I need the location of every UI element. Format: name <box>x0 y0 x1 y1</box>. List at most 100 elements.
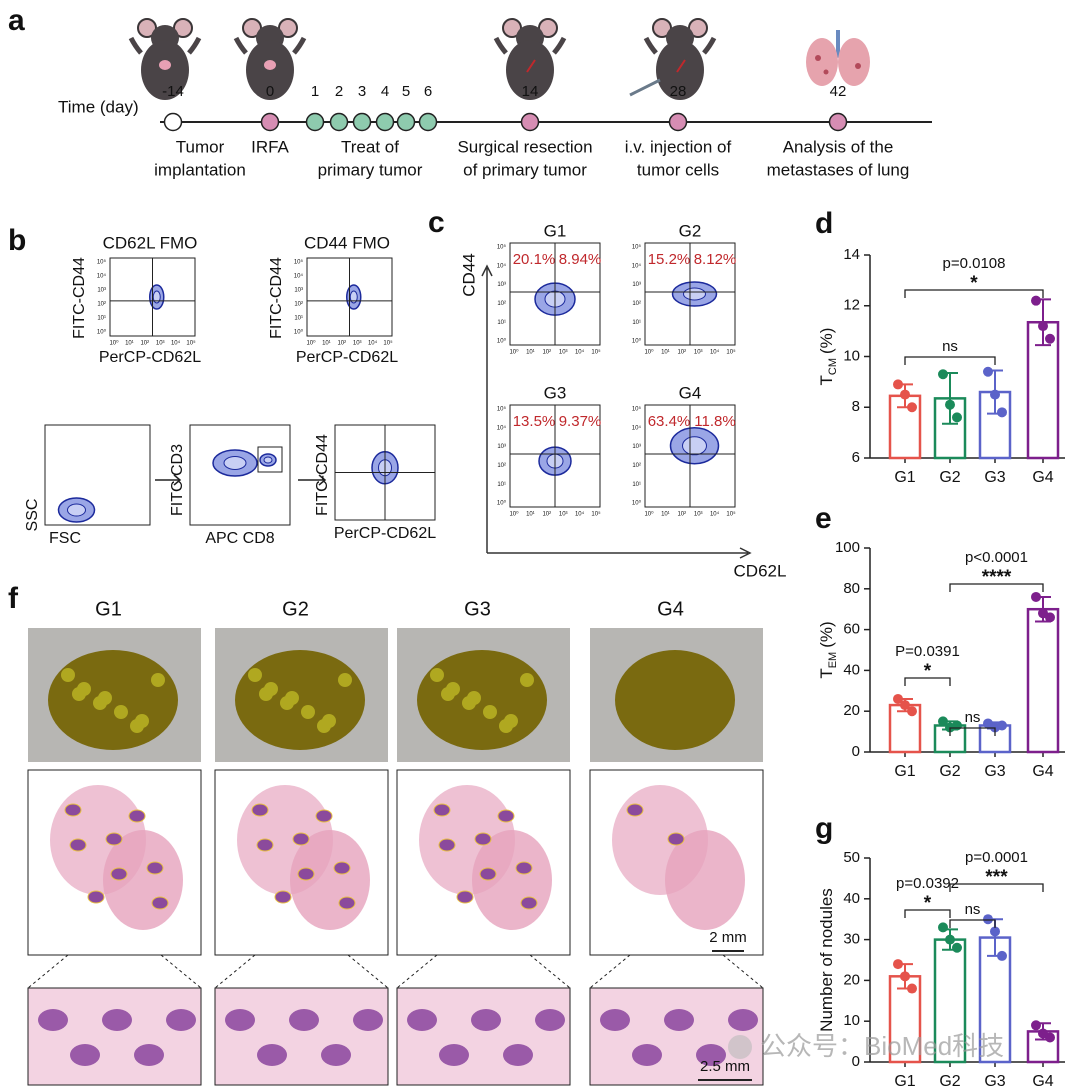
significance-mark: **** <box>982 567 1012 588</box>
zoom-section <box>27 987 202 1086</box>
axis-label: FITC CD3 <box>169 444 186 516</box>
lung-icon <box>806 30 870 86</box>
plot-title: G1 <box>544 221 567 240</box>
nodule <box>317 719 331 733</box>
timeline-node <box>305 112 325 132</box>
metastasis <box>474 832 492 846</box>
zoom-metastasis <box>289 1009 319 1031</box>
zoom-metastasis <box>102 1009 132 1031</box>
panel-label: a <box>8 4 25 37</box>
flow-tick-label: 10² <box>294 302 303 308</box>
flow-tick-label: 10⁰ <box>109 340 119 347</box>
axis-label: FITC-CD44 <box>268 257 285 339</box>
significance-mark: * <box>924 893 932 914</box>
zoom-section <box>589 987 764 1086</box>
data-point <box>1031 295 1041 306</box>
flow-tick-label: 10⁵ <box>726 511 736 518</box>
significance-bracket <box>904 289 1044 298</box>
flow-tick-label: 10⁰ <box>497 338 507 345</box>
x-tick-label: G2 <box>939 1073 960 1090</box>
y-tick-label: 0 <box>852 1053 860 1070</box>
flow-tick-label: 10⁴ <box>497 262 507 269</box>
event-label: i.v. injection of <box>625 137 732 156</box>
flow-tick-label: 10⁴ <box>171 340 181 347</box>
flow-tick-label: 10³ <box>497 444 506 450</box>
data-point <box>952 412 962 423</box>
flow-tick-label: 10⁴ <box>575 349 585 356</box>
event-label: Analysis of the <box>783 137 894 156</box>
group-label: G2 <box>282 598 309 620</box>
nodule <box>280 696 294 710</box>
timeline-node <box>828 112 848 132</box>
nodule <box>441 687 455 701</box>
data-point <box>938 369 948 380</box>
flow-tick-label: 10⁴ <box>632 262 642 269</box>
flow-tick-label: 10⁵ <box>294 259 304 266</box>
zoom-metastasis <box>257 1044 287 1066</box>
significance-mark: * <box>924 661 932 682</box>
metastasis <box>110 867 128 881</box>
significance-mark: ns <box>965 709 981 726</box>
flow-tick-label: 10¹ <box>97 316 106 322</box>
y-tick-label: 40 <box>843 890 860 907</box>
p-value: P=0.0391 <box>895 643 960 660</box>
flow-tick-label: 10² <box>677 512 686 518</box>
y-tick-label: 14 <box>843 246 860 263</box>
y-tick-label: 6 <box>852 449 860 466</box>
axis-label: CD62L <box>734 561 787 580</box>
y-axis-label: TCM (%) <box>817 328 838 386</box>
zoom-metastasis <box>166 1009 196 1031</box>
zoom-guide <box>27 954 202 989</box>
x-tick-label: G4 <box>1032 469 1053 486</box>
metastasis <box>128 809 146 823</box>
event-label: implantation <box>154 160 246 179</box>
plot-title: CD62L FMO <box>103 233 198 252</box>
day-label: 1 <box>311 83 319 100</box>
flow-tick-label: 10³ <box>294 288 303 294</box>
flow-tick-label: 10² <box>677 350 686 356</box>
plot-title: G3 <box>544 383 567 402</box>
timeline-node <box>163 112 183 132</box>
p-value: p=0.0108 <box>943 255 1006 272</box>
nodule <box>248 668 262 682</box>
day-label: 2 <box>335 83 343 100</box>
quadrant-percent: 8.94% <box>559 251 602 268</box>
data-point <box>990 926 1000 937</box>
flow-tick-label: 10⁰ <box>306 340 316 347</box>
day-label: 3 <box>358 83 366 100</box>
flow-tick-label: 10⁵ <box>591 511 601 518</box>
flow-tick-label: 10¹ <box>526 350 535 356</box>
data-point <box>997 407 1007 418</box>
metastasis <box>297 867 315 881</box>
zoom-metastasis <box>70 1044 100 1066</box>
timeline-node <box>668 112 688 132</box>
data-point <box>907 402 917 413</box>
flow-tick-label: 10¹ <box>632 482 641 488</box>
zoom-guide <box>589 954 764 989</box>
data-point <box>893 379 903 390</box>
flow-tick-label: 10⁵ <box>591 349 601 356</box>
axis-label: FITC-CD44 <box>71 257 88 339</box>
metastasis <box>251 803 269 817</box>
day-label: 5 <box>402 83 410 100</box>
metastasis <box>146 861 164 875</box>
metastasis <box>274 890 292 904</box>
plot-title: G2 <box>679 221 702 240</box>
group-label: G1 <box>95 598 122 620</box>
x-tick-label: G4 <box>1032 1073 1053 1090</box>
data-point <box>945 934 955 945</box>
zoom-metastasis <box>321 1044 351 1066</box>
flow-tick-label: 10³ <box>632 282 641 288</box>
timeline-node <box>396 112 416 132</box>
flow-tick-label: 10¹ <box>526 512 535 518</box>
day-label: 6 <box>424 83 432 100</box>
axis-arrow <box>481 264 752 559</box>
nodule <box>259 687 273 701</box>
y-tick-label: 10 <box>843 347 860 364</box>
timeline-node <box>352 112 372 132</box>
event-label: tumor cells <box>637 160 719 179</box>
watermark-icon <box>728 1035 752 1059</box>
data-point <box>900 389 910 400</box>
y-axis-label-unit: (%) <box>817 621 836 647</box>
tissue <box>665 830 745 930</box>
